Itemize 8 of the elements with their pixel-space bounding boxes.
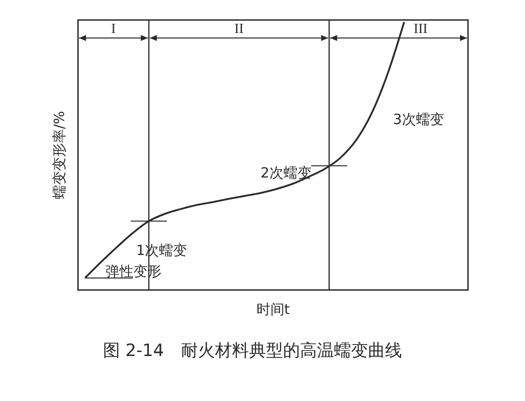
- annotation: III: [414, 22, 428, 37]
- y-axis-title: 蠕变变形率/%: [52, 110, 68, 200]
- text: 图 2-14 耐火材料典型的高温蠕变曲线: [103, 341, 402, 361]
- annotation: 3次蠕变: [392, 112, 444, 128]
- annotation: II: [234, 22, 244, 37]
- annotation: I: [111, 22, 116, 37]
- x-axis-title: 时间t: [256, 302, 290, 318]
- annotation: 2次蠕变: [260, 165, 312, 182]
